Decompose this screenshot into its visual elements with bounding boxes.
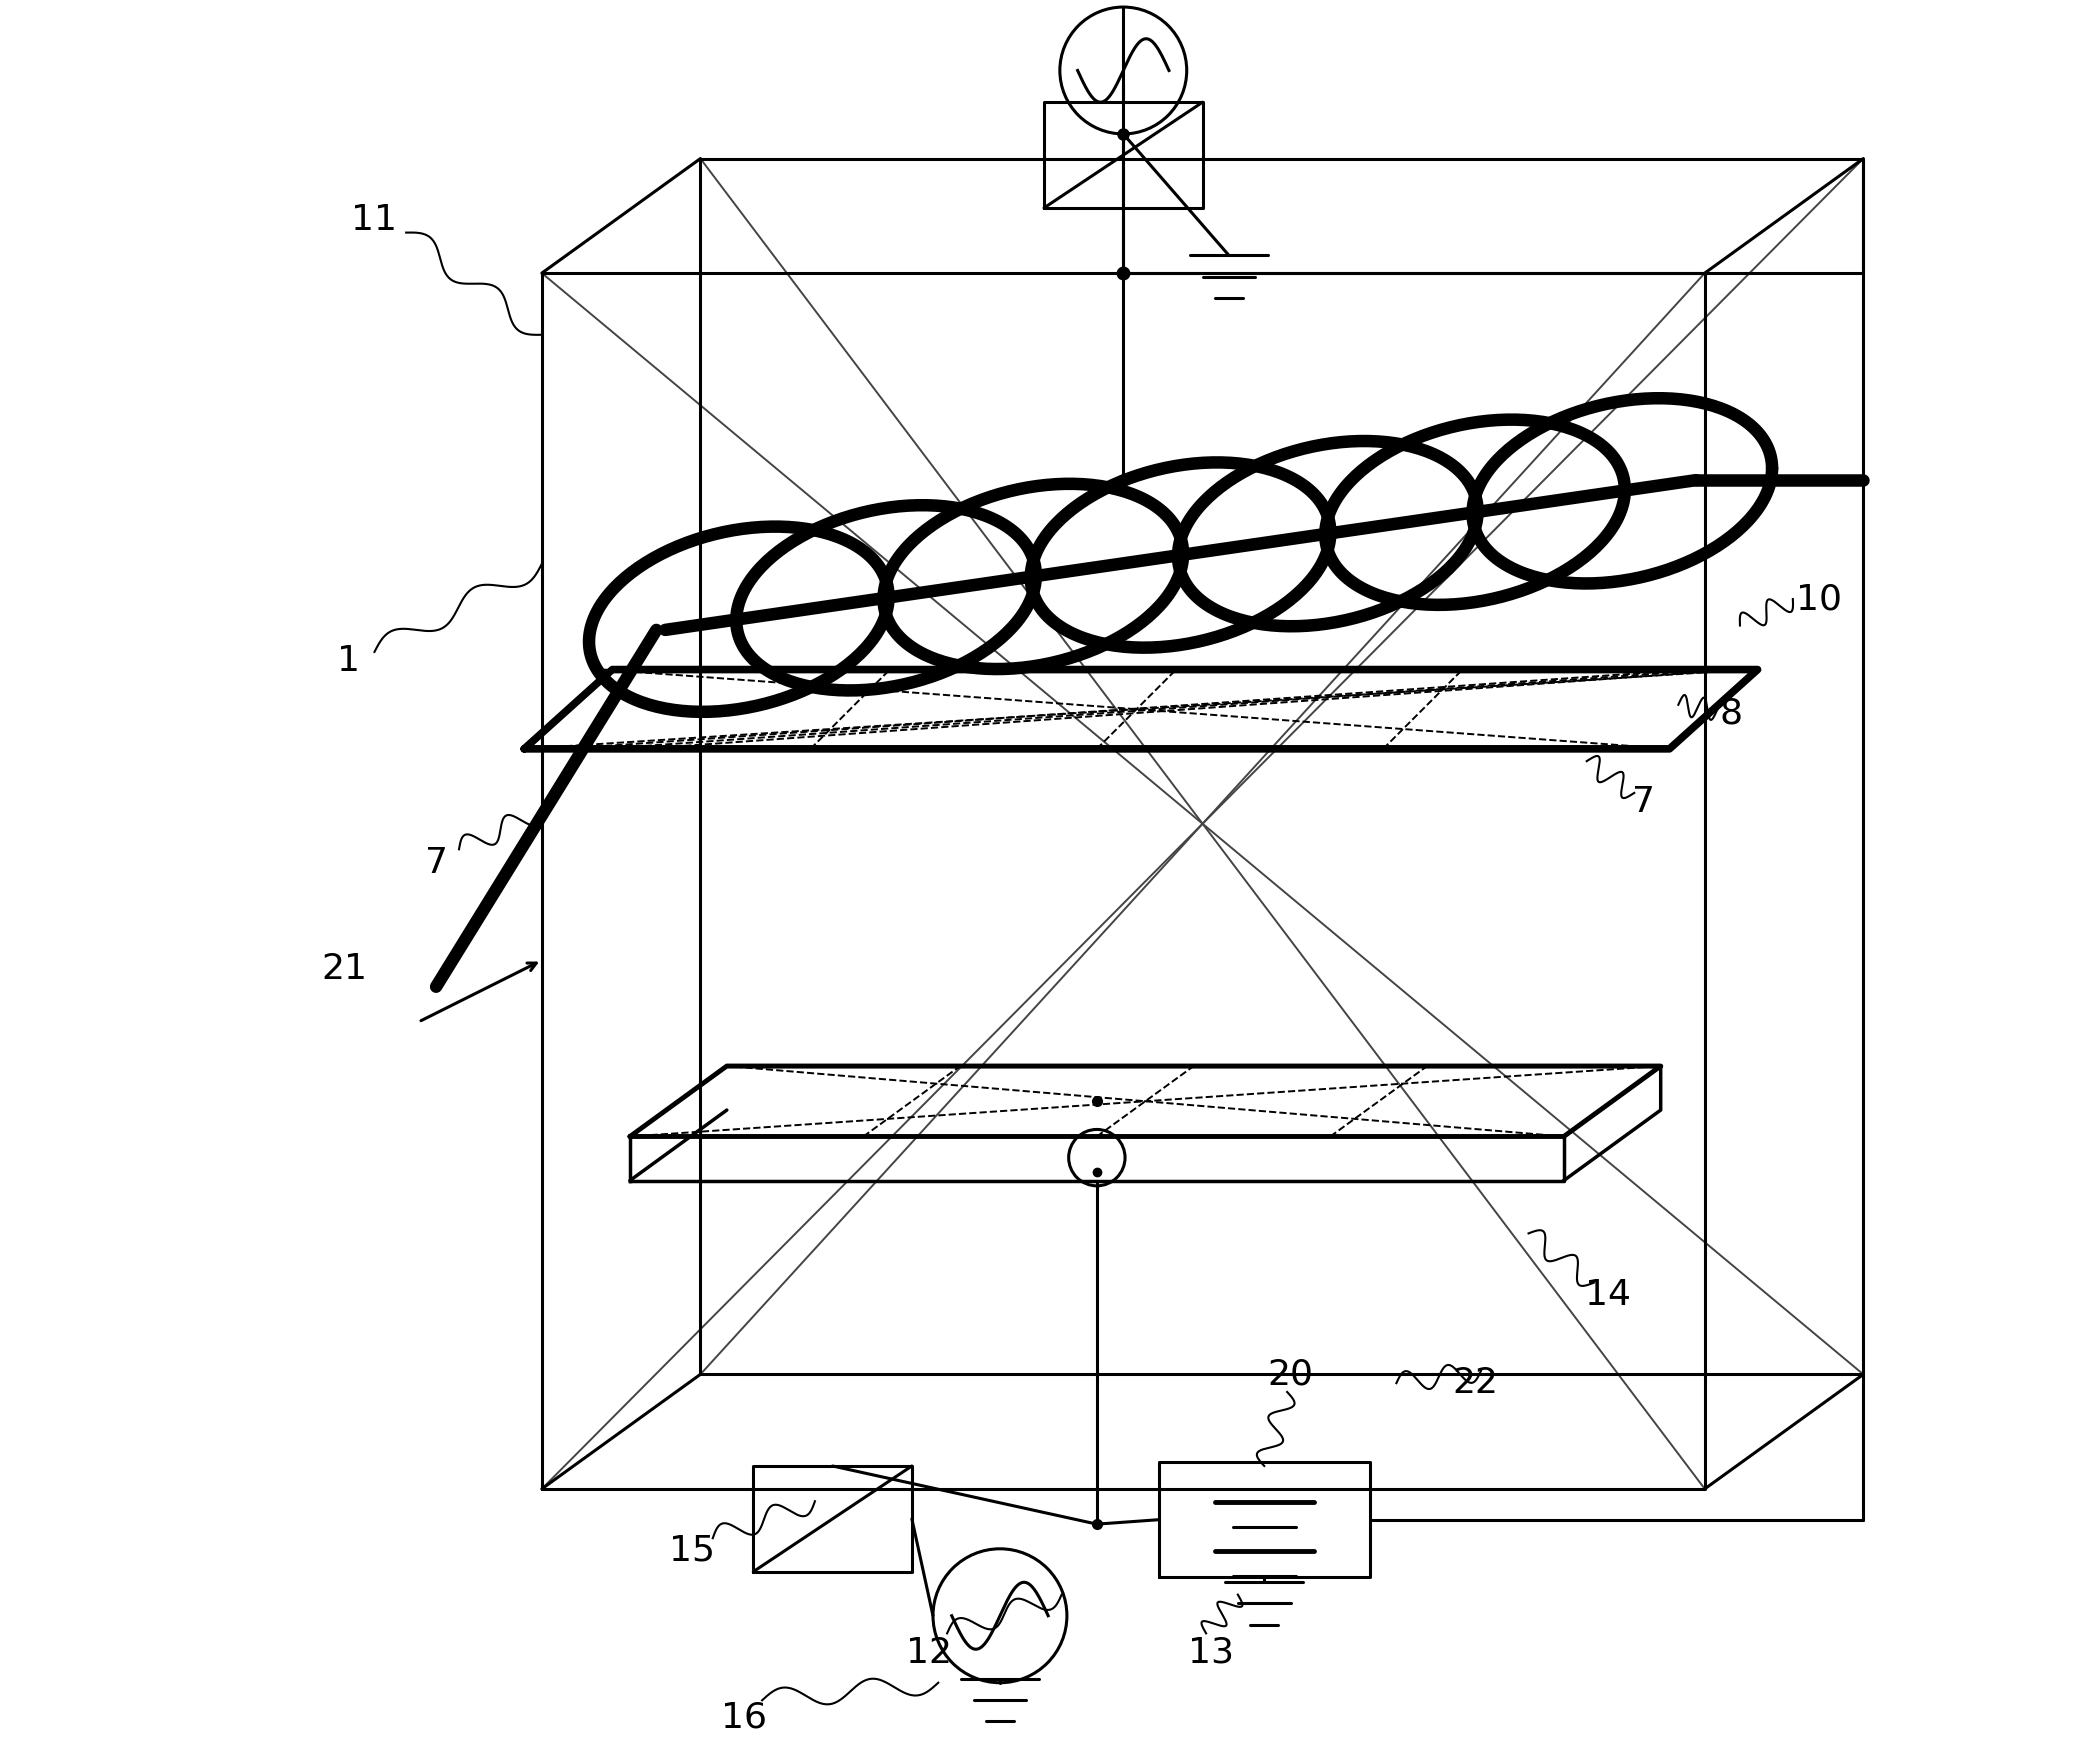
- Text: 20: 20: [1267, 1357, 1313, 1392]
- Text: 8: 8: [1721, 696, 1743, 731]
- Text: 10: 10: [1796, 581, 1842, 617]
- Text: 11: 11: [351, 203, 397, 238]
- Text: 21: 21: [322, 951, 367, 987]
- Text: 15: 15: [668, 1533, 714, 1568]
- Text: 22: 22: [1453, 1366, 1499, 1401]
- Text: 16: 16: [722, 1700, 768, 1736]
- Text: 1: 1: [336, 643, 359, 678]
- Text: 14: 14: [1585, 1277, 1631, 1313]
- Text: 7: 7: [1631, 784, 1654, 819]
- Text: 13: 13: [1188, 1635, 1234, 1670]
- Text: 7: 7: [424, 846, 447, 881]
- Text: 12: 12: [906, 1635, 952, 1670]
